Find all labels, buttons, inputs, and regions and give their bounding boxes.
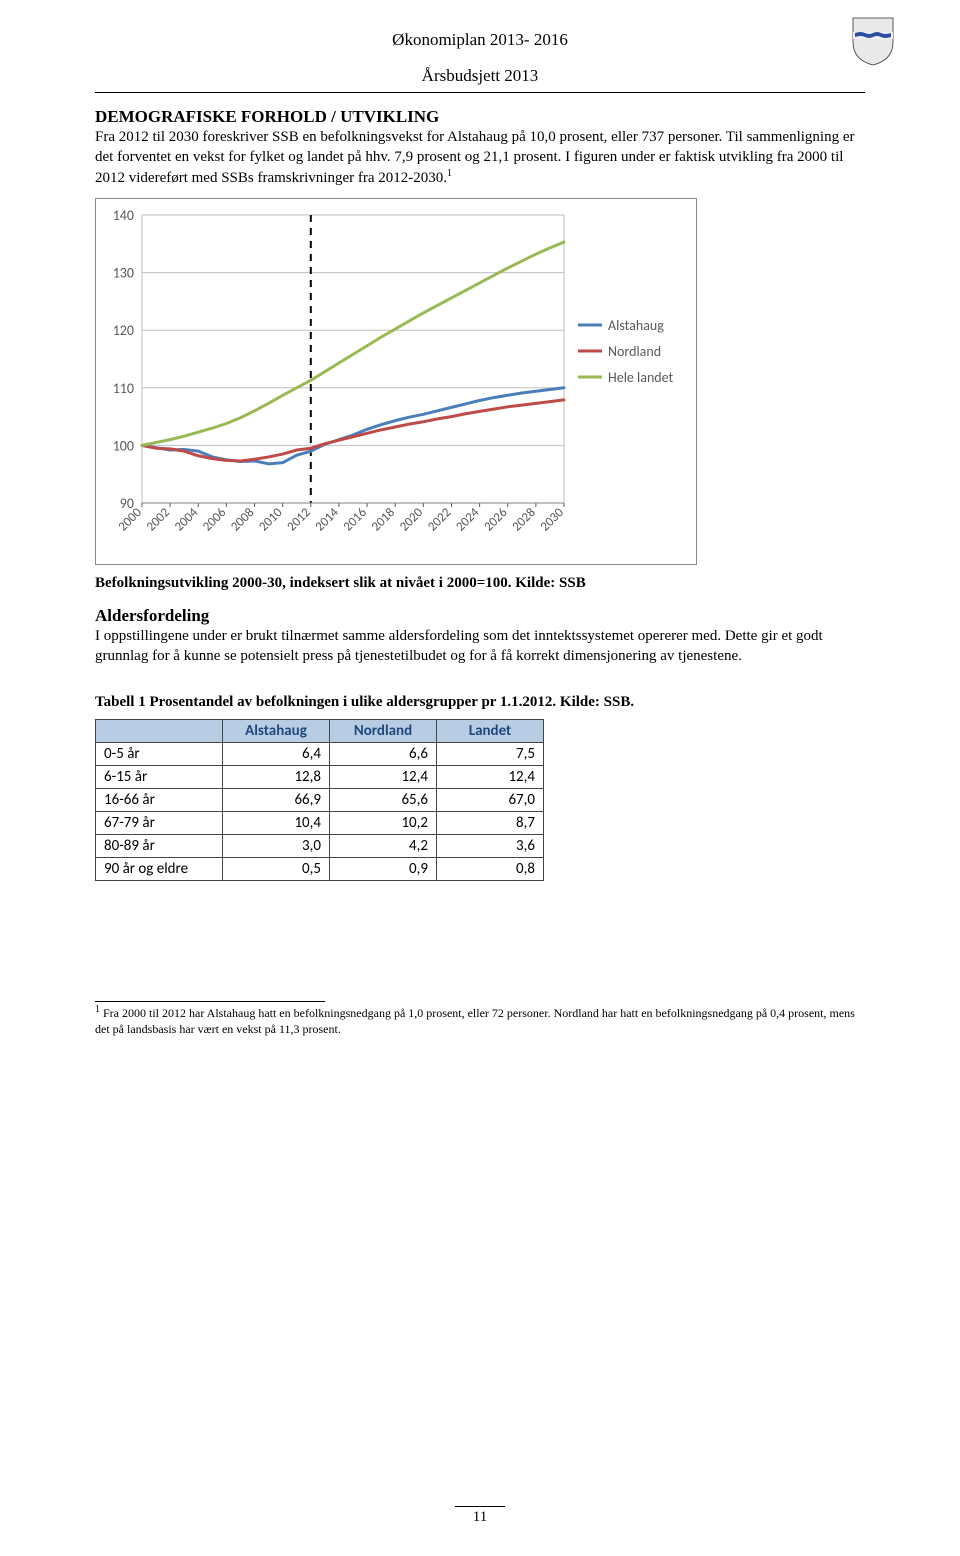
cell-value: 67,0 [437,789,544,812]
svg-text:2022: 2022 [425,505,455,535]
cell-value: 3,0 [223,835,330,858]
page-header: Økonomiplan 2013- 2016 Årsbudsjett 2013 [95,30,865,86]
svg-text:2008: 2008 [228,505,258,535]
cell-value: 12,4 [330,766,437,789]
footnote-ref: 1 [447,168,452,179]
svg-text:120: 120 [113,322,134,339]
svg-text:Hele landet: Hele landet [608,369,674,386]
table-header: Landet [437,720,544,743]
svg-text:2006: 2006 [200,505,230,535]
svg-text:Alstahaug: Alstahaug [608,317,664,334]
chart-svg: 9010011012013014020002002200420062008201… [96,207,694,557]
cell-value: 6,6 [330,743,437,766]
table-row: 6-15 år12,812,412,4 [96,766,544,789]
footnote-number: 1 [95,1004,100,1015]
cell-value: 65,6 [330,789,437,812]
coat-of-arms-icon [851,16,895,66]
svg-text:2028: 2028 [509,505,539,535]
svg-text:110: 110 [113,380,134,397]
row-label: 6-15 år [96,766,223,789]
population-chart: 9010011012013014020002002200420062008201… [95,198,697,565]
svg-text:2014: 2014 [313,505,343,535]
row-label: 80-89 år [96,835,223,858]
age-paragraph: I oppstillingene under er brukt tilnærme… [95,626,865,667]
page-number-block: 11 [0,1504,960,1526]
svg-text:2002: 2002 [144,505,174,535]
header-rule [95,92,865,93]
row-label: 0-5 år [96,743,223,766]
svg-text:2024: 2024 [453,505,483,535]
page-number-rule [455,1506,505,1507]
svg-text:2018: 2018 [369,505,399,535]
table-header: Alstahaug [223,720,330,743]
age-distribution-table: Alstahaug Nordland Landet 0-5 år6,46,67,… [95,719,544,881]
footnote: 1 Fra 2000 til 2012 har Alstahaug hatt e… [95,1006,865,1037]
svg-text:100: 100 [113,437,134,454]
svg-text:2020: 2020 [397,505,427,535]
cell-value: 12,8 [223,766,330,789]
subsection-heading: Aldersfordeling [95,606,865,626]
cell-value: 3,6 [437,835,544,858]
svg-text:2010: 2010 [256,505,286,535]
table-header-row: Alstahaug Nordland Landet [96,720,544,743]
svg-text:2026: 2026 [481,505,511,535]
cell-value: 0,5 [223,858,330,881]
cell-value: 66,9 [223,789,330,812]
header-title-line2: Årsbudsjett 2013 [95,66,865,86]
document-page: Økonomiplan 2013- 2016 Årsbudsjett 2013 … [0,0,960,1556]
cell-value: 0,8 [437,858,544,881]
svg-text:2004: 2004 [172,505,202,535]
intro-paragraph: Fra 2012 til 2030 foreskriver SSB en bef… [95,127,865,188]
table-caption: Tabell 1 Prosentandel av befolkningen i … [95,694,865,711]
header-title-line1: Økonomiplan 2013- 2016 [95,30,865,50]
cell-value: 8,7 [437,812,544,835]
cell-value: 7,5 [437,743,544,766]
svg-text:140: 140 [113,207,134,224]
table-row: 90 år og eldre0,50,90,8 [96,858,544,881]
table-row: 16-66 år66,965,667,0 [96,789,544,812]
row-label: 67-79 år [96,812,223,835]
footnote-separator [95,1001,325,1002]
footnote-text: Fra 2000 til 2012 har Alstahaug hatt en … [95,1006,855,1036]
cell-value: 0,9 [330,858,437,881]
svg-text:Nordland: Nordland [608,343,661,360]
chart-caption: Befolkningsutvikling 2000-30, indeksert … [95,575,865,592]
section-heading: DEMOGRAFISKE FORHOLD / UTVIKLING [95,107,865,127]
page-number: 11 [473,1509,487,1525]
cell-value: 12,4 [437,766,544,789]
table-row: 0-5 år6,46,67,5 [96,743,544,766]
intro-text: Fra 2012 til 2030 foreskriver SSB en bef… [95,129,855,186]
svg-text:2012: 2012 [284,505,314,535]
cell-value: 10,4 [223,812,330,835]
svg-text:2030: 2030 [538,505,568,535]
row-label: 16-66 år [96,789,223,812]
table-header-blank [96,720,223,743]
svg-text:2016: 2016 [341,505,371,535]
svg-text:130: 130 [113,264,134,281]
cell-value: 10,2 [330,812,437,835]
table-row: 67-79 år10,410,28,7 [96,812,544,835]
cell-value: 4,2 [330,835,437,858]
table-row: 80-89 år3,04,23,6 [96,835,544,858]
row-label: 90 år og eldre [96,858,223,881]
cell-value: 6,4 [223,743,330,766]
table-header: Nordland [330,720,437,743]
